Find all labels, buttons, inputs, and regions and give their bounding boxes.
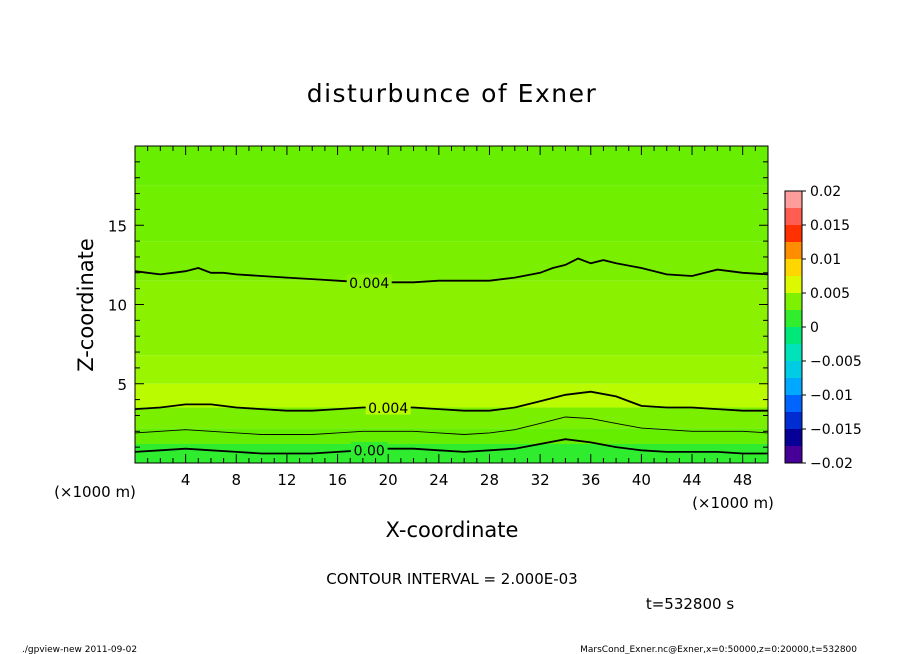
chart-title: disturbunce of Exner — [307, 79, 598, 108]
contour-interval-note: CONTOUR INTERVAL = 2.000E-03 — [326, 570, 577, 588]
x-unit-label: (×1000 m) — [692, 494, 774, 512]
x-tick-label: 28 — [480, 471, 499, 489]
contour-label: 0.004 — [368, 401, 408, 417]
colorbar-segment — [785, 446, 802, 464]
colorbar-tick-label: −0.005 — [810, 354, 862, 370]
colorbar-tick-label: 0.005 — [810, 286, 850, 302]
y-axis-label: Z-coordinate — [74, 238, 98, 372]
colorbar-tick-label: 0.01 — [810, 252, 841, 268]
x-tick-label: 8 — [232, 471, 242, 489]
field-band-0 — [135, 146, 768, 186]
field-band-5 — [135, 383, 768, 408]
contour-line-3 — [134, 438, 768, 455]
colorbar-segment — [785, 344, 802, 362]
contour-line-2 — [134, 416, 769, 435]
colorbar-segment — [785, 429, 802, 447]
colorbar-tick-label: −0.01 — [810, 388, 853, 404]
colorbar-segment — [785, 225, 802, 243]
colorbar-segment — [785, 191, 802, 209]
field-bands — [135, 146, 768, 463]
colorbar-segment — [785, 412, 802, 430]
footer-right: MarsCond_Exner.nc@Exner,x=0:50000,z=0:20… — [580, 645, 857, 654]
colorbar-segment — [785, 361, 802, 379]
time-label: t=532800 s — [646, 595, 734, 613]
footer-left: ./gpview-new 2011-09-02 — [22, 645, 137, 654]
y-tick-label: 15 — [108, 217, 127, 235]
colorbar-tick-label: −0.02 — [810, 456, 853, 472]
field-band-7 — [135, 428, 768, 444]
contour-line-1 — [134, 390, 768, 412]
y-axis: 5 10 15 — [108, 161, 768, 448]
contour-lines: 0.004 0.004 0.00 — [134, 257, 769, 459]
colorbar: 0.02 0.015 0.01 0.005 0 −0.005 −0.01 −0.015 −0.0… — [784, 184, 862, 472]
colorbar-segment — [785, 259, 802, 277]
x-tick-label: 48 — [733, 471, 752, 489]
field-band-6 — [135, 407, 768, 429]
colorbar-segment — [785, 208, 802, 226]
colorbar-segment — [785, 276, 802, 294]
x-tick-label: 40 — [632, 471, 651, 489]
contour-label-bg — [350, 441, 388, 457]
colorbar-segment — [785, 242, 802, 260]
contour-label: 0.004 — [349, 276, 389, 292]
field-band-8 — [135, 443, 768, 463]
field-band-1 — [135, 185, 768, 242]
x-tick-label: 32 — [531, 471, 550, 489]
y-tick-label: 10 — [108, 297, 127, 315]
colorbar-tick-label: 0.02 — [810, 184, 841, 200]
colorbar-segment — [785, 310, 802, 328]
colorbar-segment — [785, 395, 802, 413]
x-tick-label: 20 — [379, 471, 398, 489]
colorbar-tick-label: −0.015 — [810, 422, 862, 438]
x-tick-label: 44 — [682, 471, 701, 489]
contour-label: 0.00 — [354, 443, 385, 459]
y-tick-label: 5 — [117, 376, 127, 394]
colorbar-segment — [785, 293, 802, 311]
contour-label-bg — [365, 399, 411, 415]
colorbar-tick-label: 0.015 — [810, 218, 850, 234]
x-tick-label: 16 — [328, 471, 347, 489]
colorbar-segment — [785, 327, 802, 345]
x-axis-label: X-coordinate — [386, 518, 519, 542]
contour-label-bg — [346, 274, 392, 290]
x-tick-label: 12 — [277, 471, 296, 489]
field-band-3 — [135, 280, 768, 356]
y-unit-label: (×1000 m) — [54, 483, 136, 501]
x-axis: 4 8 12 16 20 24 28 32 36 40 44 48 — [147, 146, 756, 489]
colorbar-tick-label: 0 — [810, 320, 819, 336]
x-tick-label: 24 — [429, 471, 448, 489]
x-tick-label: 36 — [581, 471, 600, 489]
colorbar-segment — [785, 378, 802, 396]
field-band-4 — [135, 355, 768, 384]
x-tick-label: 4 — [181, 471, 191, 489]
contour-line-0 — [134, 257, 769, 284]
